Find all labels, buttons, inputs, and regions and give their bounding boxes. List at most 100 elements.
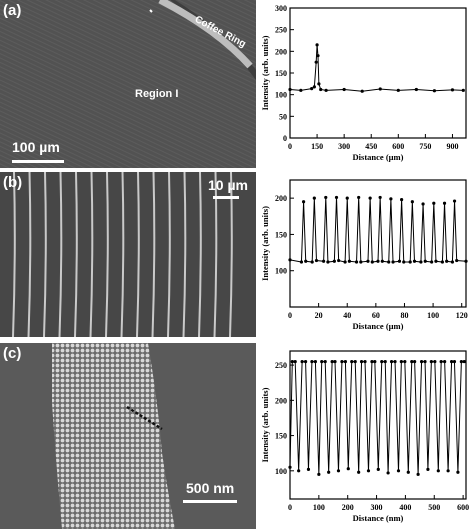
data-point bbox=[396, 469, 401, 473]
data-point bbox=[293, 359, 297, 364]
y-axis-label: Intensity (arb. units) bbox=[260, 387, 270, 462]
data-point bbox=[432, 201, 436, 205]
data-point bbox=[445, 259, 449, 263]
sem-image-a: (a) Coffee Ring Region I 100 µm bbox=[0, 0, 256, 168]
data-point bbox=[319, 87, 323, 92]
data-point bbox=[370, 359, 374, 364]
data-point bbox=[314, 258, 319, 263]
x-tick-label: 0 bbox=[288, 311, 292, 320]
data-point bbox=[359, 260, 363, 264]
data-point bbox=[397, 259, 402, 263]
scale-bar-label-a: 100 µm bbox=[12, 139, 60, 155]
data-point bbox=[450, 260, 455, 264]
profile-plot-b: 0 20 40 60 80 100 120 100 150 200 Distance (µm) Int… bbox=[258, 172, 474, 337]
y-tick-label: 200 bbox=[275, 194, 287, 203]
data-point bbox=[389, 359, 394, 364]
data-point bbox=[297, 469, 301, 473]
data-point bbox=[413, 359, 417, 364]
data-point bbox=[316, 54, 320, 58]
data-point bbox=[464, 259, 468, 263]
plot-frame bbox=[289, 7, 467, 139]
x-tick-label: 600 bbox=[392, 142, 404, 151]
x-tick-label: 500 bbox=[428, 503, 440, 512]
data-point bbox=[410, 359, 414, 364]
y-axis-label: Intensity (arb. units) bbox=[260, 35, 270, 110]
data-point bbox=[300, 359, 304, 364]
data-point bbox=[380, 259, 384, 263]
data-point bbox=[303, 359, 308, 364]
data-point bbox=[343, 359, 347, 364]
data-point bbox=[366, 259, 370, 263]
data-point bbox=[310, 260, 314, 264]
data-point bbox=[393, 359, 397, 364]
series-line bbox=[289, 197, 467, 263]
data-point bbox=[373, 359, 377, 364]
y-axis-label: Intensity (arb. units) bbox=[260, 206, 270, 281]
chart-a: 0 150 300 450 600 750 900050100150200250300Dis… bbox=[260, 4, 467, 162]
x-tick-label: 750 bbox=[419, 142, 431, 151]
x-axis-label: Distance (µm) bbox=[353, 152, 404, 162]
data-point bbox=[461, 88, 465, 92]
data-point bbox=[363, 359, 367, 364]
profile-line bbox=[126, 405, 163, 431]
data-point bbox=[357, 470, 361, 474]
x-tick-label: 20 bbox=[315, 311, 323, 320]
data-point bbox=[345, 196, 349, 200]
data-point bbox=[290, 359, 294, 364]
data-point bbox=[414, 87, 418, 92]
data-point bbox=[304, 259, 308, 263]
data-point bbox=[336, 469, 341, 473]
x-axis-label: Distance (µm) bbox=[353, 321, 404, 331]
y-tick-label: 150 bbox=[275, 69, 287, 78]
data-point bbox=[419, 260, 423, 264]
data-point bbox=[423, 359, 427, 364]
scale-bar-a bbox=[12, 160, 64, 163]
data-point bbox=[376, 259, 380, 263]
data-point bbox=[429, 359, 433, 364]
data-point bbox=[299, 260, 304, 264]
data-point bbox=[399, 359, 403, 364]
data-point bbox=[419, 359, 424, 364]
x-tick-label: 900 bbox=[446, 142, 458, 151]
data-point bbox=[455, 258, 459, 263]
data-point bbox=[430, 260, 434, 264]
data-point bbox=[432, 89, 437, 93]
data-point bbox=[391, 260, 395, 264]
scale-bar-label-b: 10 µm bbox=[208, 177, 248, 193]
data-point bbox=[327, 470, 331, 474]
data-point bbox=[452, 199, 457, 203]
data-point bbox=[402, 260, 406, 264]
data-point bbox=[288, 465, 292, 469]
data-point bbox=[359, 359, 364, 364]
data-point bbox=[412, 259, 417, 263]
y-tick-label: 200 bbox=[275, 396, 287, 405]
data-point bbox=[386, 471, 390, 475]
x-tick-label: 60 bbox=[372, 311, 380, 320]
data-point bbox=[342, 87, 346, 92]
particle-band bbox=[52, 343, 175, 529]
data-point bbox=[357, 195, 361, 200]
data-point bbox=[436, 469, 440, 473]
data-point bbox=[387, 260, 391, 264]
x-axis-label: Distance (nm) bbox=[353, 513, 404, 523]
data-point bbox=[346, 467, 350, 471]
data-point bbox=[416, 472, 420, 476]
data-point bbox=[449, 359, 454, 364]
data-point bbox=[317, 472, 321, 476]
data-point bbox=[366, 469, 371, 473]
x-tick-label: 40 bbox=[343, 311, 351, 320]
scale-bar-b bbox=[213, 196, 239, 199]
data-point bbox=[410, 200, 414, 204]
data-point bbox=[421, 202, 425, 206]
panel-a: (a) Coffee Ring Region I 100 µm 0 150 300 4… bbox=[0, 0, 474, 168]
data-point bbox=[442, 201, 447, 205]
data-point bbox=[408, 260, 412, 264]
data-point bbox=[370, 260, 374, 264]
profile-plot-a: 0 150 300 450 600 750 900 0 50 100 150 200 250 300 Dis… bbox=[258, 0, 474, 168]
x-tick-label: 300 bbox=[371, 503, 383, 512]
data-point bbox=[462, 359, 466, 364]
data-point bbox=[400, 197, 404, 202]
data-point bbox=[306, 467, 311, 471]
data-point bbox=[322, 259, 326, 263]
data-point bbox=[434, 259, 438, 263]
